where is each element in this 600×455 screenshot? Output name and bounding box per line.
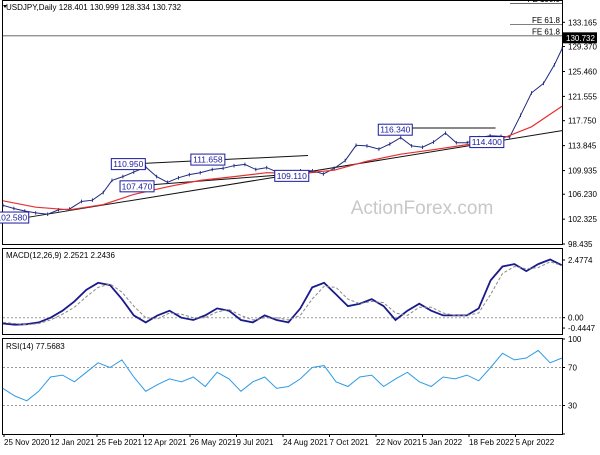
price-y-tick-label: 125.460 <box>568 67 597 76</box>
x-tick-label: 7 Oct 2021 <box>330 438 370 447</box>
watermark: ActionForex.com <box>351 198 494 219</box>
price-annotation-label: 116.340 <box>380 125 410 135</box>
rsi-plot: 100 70 30 <box>2 335 582 435</box>
price-y-tick-label: 109.935 <box>568 167 597 176</box>
price-y-tick-label: 113.845 <box>568 142 597 151</box>
fib-level-label: FE 61.8 <box>532 27 561 36</box>
price-annotation-label: 102.580 <box>0 213 27 223</box>
rsi-y-tick-label: 70 <box>568 364 577 373</box>
macd-signal-line <box>2 261 563 326</box>
price-annotation-box <box>274 169 310 182</box>
macd-plot: 2.4774 0.00-0.4447 <box>2 256 596 333</box>
x-axis: 25 Nov 2020 12 Jan 2021 25 Feb 2021 12 Apr … <box>3 434 555 447</box>
price-y-tick-label: 98.435 <box>568 240 593 249</box>
price-annotation-box <box>0 211 30 224</box>
price-y-tick-label: 102.325 <box>568 215 597 224</box>
macd-line <box>2 258 563 326</box>
price-y-tick-label: 121.555 <box>568 92 597 101</box>
price-chart-title: USDJPY,Daily 128.401 130.999 128.334 130… <box>6 3 182 12</box>
price-y-tick-label: 117.750 <box>568 117 597 126</box>
price-annotation-box <box>110 158 146 171</box>
price-annotation-label: 114.400 <box>472 137 502 147</box>
price-y-tick-label: 129.370 <box>568 43 597 52</box>
macd-y-tick-label: 2.4774 <box>568 256 593 265</box>
macd-y-tick-label: -0.4447 <box>568 324 596 333</box>
x-tick-label: 18 Feb 2022 <box>469 438 514 447</box>
rsi-title: RSI(14) 77.5683 <box>6 342 65 351</box>
price-annotation-box <box>469 136 505 149</box>
x-tick-label: 12 Jan 2021 <box>51 438 96 447</box>
macd-y-tick-label: 0.00 <box>568 314 584 323</box>
x-tick-label: 25 Feb 2021 <box>97 438 142 447</box>
x-tick-label: 5 Apr 2022 <box>516 438 555 447</box>
rsi-y-tick-label: 30 <box>568 402 577 411</box>
rsi-y-tick-label: 100 <box>568 335 582 344</box>
price-annotation-label: 109.110 <box>277 171 307 181</box>
fib-level-label: FE 61.8 <box>532 16 561 25</box>
x-tick-label: 26 May 2021 <box>190 438 237 447</box>
price-plot: 133.165 129.370 125.460 121.555 117.750 113.8… <box>0 0 597 249</box>
macd-panel <box>2 248 563 335</box>
x-tick-label: 5 Jan 2022 <box>423 438 463 447</box>
fib-level-label: FE 100.0 <box>528 0 561 4</box>
x-tick-label: 25 Nov 2020 <box>4 438 50 447</box>
price-y-tick-label: 106.230 <box>568 190 597 199</box>
rsi-panel <box>2 338 563 435</box>
price-annotation-box <box>119 180 155 193</box>
price-panel <box>2 0 563 245</box>
last-price-label: 130.732 <box>566 34 595 43</box>
price-y-tick-label: 133.165 <box>568 18 597 27</box>
price-annotation-label: 110.950 <box>113 159 143 169</box>
macd-title: MACD(12,26,9) 2.2521 2.2436 <box>6 251 116 260</box>
x-tick-label: 24 Aug 2021 <box>283 438 328 447</box>
price-annotation-box <box>190 153 226 166</box>
dropdown-triangle-icon[interactable] <box>3 5 7 8</box>
x-tick-label: 9 Jul 2021 <box>237 438 274 447</box>
price-annotation-box <box>377 123 413 136</box>
price-annotation-label: 107.470 <box>122 181 153 191</box>
price-annotation-label: 111.658 <box>193 155 223 165</box>
last-price-tag <box>563 32 597 44</box>
x-tick-label: 22 Nov 2021 <box>376 438 422 447</box>
rsi-line <box>2 349 563 402</box>
x-tick-label: 12 Apr 2021 <box>144 438 188 447</box>
